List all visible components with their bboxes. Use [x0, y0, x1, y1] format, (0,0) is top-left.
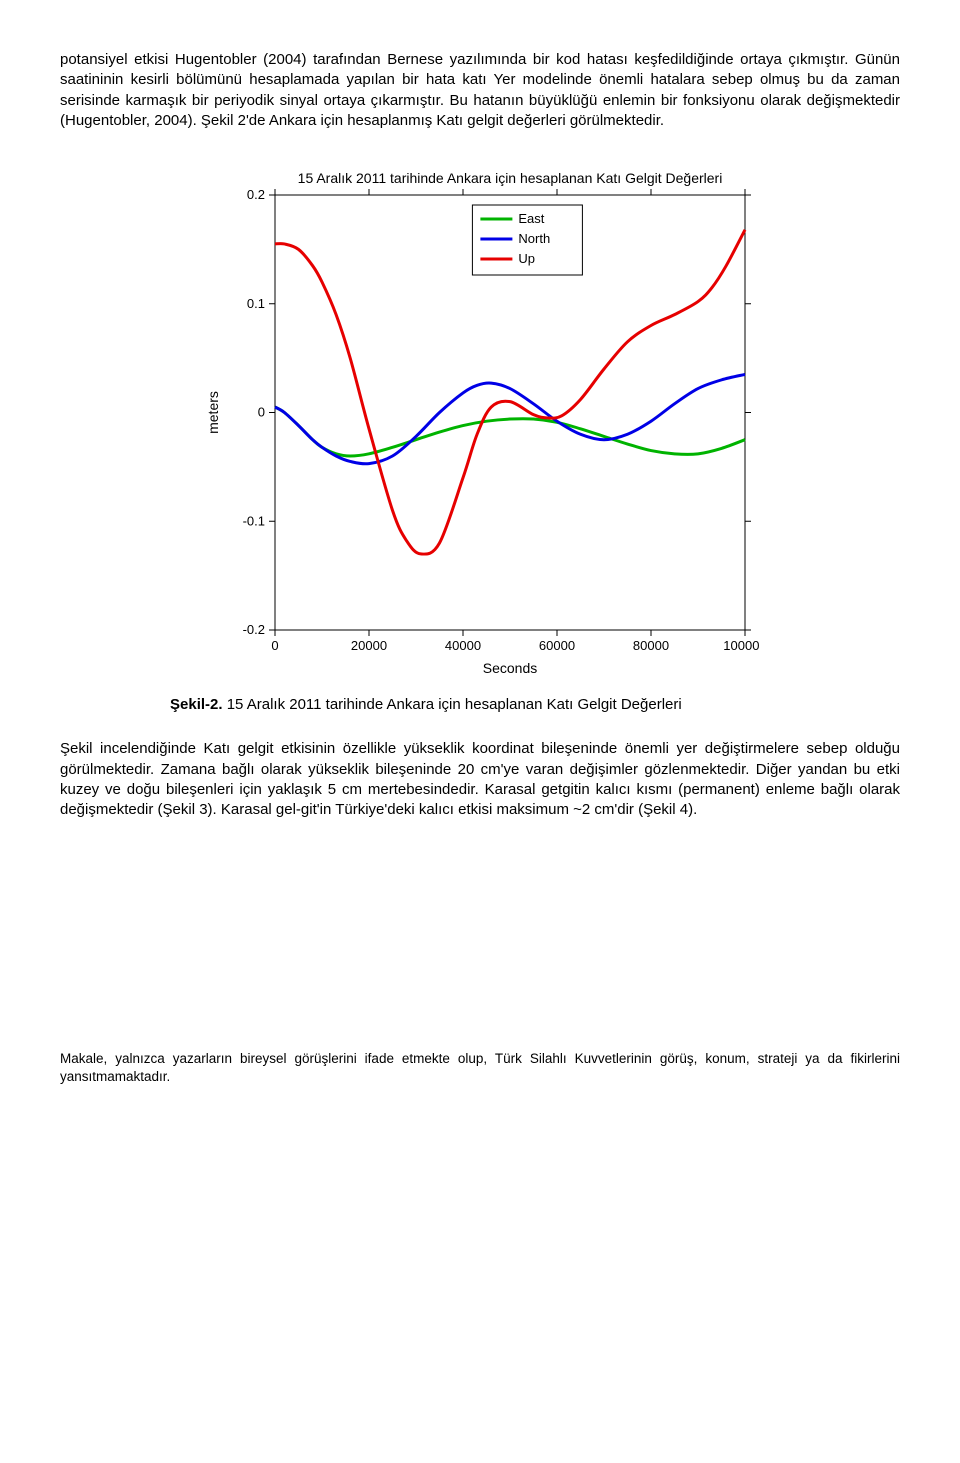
svg-text:0.1: 0.1: [247, 296, 265, 311]
svg-text:Seconds: Seconds: [483, 660, 537, 676]
svg-text:20000: 20000: [351, 638, 387, 653]
paragraph-1: potansiyel etkisi Hugentobler (2004) tar…: [60, 50, 900, 131]
svg-text:80000: 80000: [633, 638, 669, 653]
caption-label: Şekil-2.: [170, 696, 223, 713]
svg-text:East: East: [518, 211, 544, 226]
svg-text:60000: 60000: [539, 638, 575, 653]
svg-text:-0.1: -0.1: [243, 513, 265, 528]
svg-text:0.2: 0.2: [247, 187, 265, 202]
footnote: Makale, yalnızca yazarların bireysel gör…: [60, 1050, 900, 1086]
chart-container: -0.2 -0.1 0 0.1 0.2 0 20000 40000 60000 80000 1000…: [200, 155, 900, 685]
svg-text:40000: 40000: [445, 638, 481, 653]
svg-text:100000: 100000: [723, 638, 760, 653]
svg-text:-0.2: -0.2: [243, 622, 265, 637]
svg-text:North: North: [518, 231, 550, 246]
paragraph-2: Şekil incelendiğinde Katı gelgit etkisin…: [60, 739, 900, 820]
svg-text:Up: Up: [518, 251, 535, 266]
svg-text:0: 0: [258, 405, 265, 420]
tide-chart: -0.2 -0.1 0 0.1 0.2 0 20000 40000 60000 80000 1000…: [200, 155, 760, 685]
figure-caption: Şekil-2. 15 Aralık 2011 tarihinde Ankara…: [170, 695, 900, 715]
caption-text: 15 Aralık 2011 tarihinde Ankara için hes…: [223, 696, 682, 713]
svg-text:15 Aralık 2011 tarihinde Ankar: 15 Aralık 2011 tarihinde Ankara için hes…: [298, 170, 723, 186]
svg-text:0: 0: [271, 638, 278, 653]
svg-text:meters: meters: [205, 391, 221, 434]
